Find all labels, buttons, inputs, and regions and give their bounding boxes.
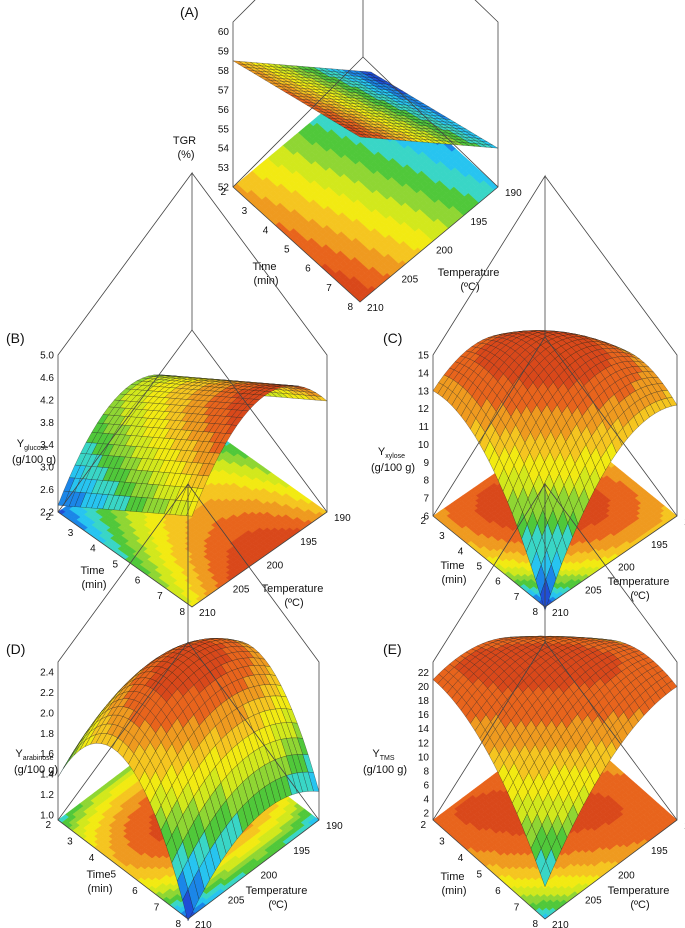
panel-a-y-tick-label: 190	[505, 188, 522, 199]
panel-a-y-axis-label: Temperature (ºC)	[438, 267, 503, 293]
panel-b-y-axis-label-line2: (ºC)	[284, 597, 303, 609]
panel-a-y-tick-label: 200	[436, 246, 453, 257]
panel-b-label: (B)	[6, 330, 25, 346]
panel-a-x-tick-label: 4	[263, 225, 269, 236]
panel-b-z-tick-label: 4.6	[40, 373, 54, 384]
panel-b-x-tick-label: 4	[90, 544, 96, 555]
panel-b-z-axis-label: Yglucose (g/100 g)	[12, 438, 56, 466]
panel-b-z-axis-label-sub: glucose	[24, 445, 48, 452]
panel-b-x-tick-label: 7	[157, 591, 163, 602]
panel-b-z-tick-label: 2.6	[40, 485, 54, 496]
panel-a-x-tick-label: 3	[242, 206, 248, 217]
panel-a-y-axis-label-line1: Temperature	[438, 267, 500, 279]
panel-a-z-axis-label: TGR (%)	[173, 135, 199, 161]
panel-a-y-tick-label: 210	[367, 303, 384, 314]
panel-b-x-tick-label: 2	[45, 512, 51, 523]
panel-a-x-tick-label: 5	[284, 245, 290, 256]
panel-b-z-axis-label-line2: (g/100 g)	[12, 454, 56, 466]
panel-a-z-tick-label: 57	[218, 85, 230, 96]
panel-a-x-tick-label: 2	[220, 187, 226, 198]
panel-b-x-tick-label: 3	[68, 528, 74, 539]
panel-a-z-axis-label-line2: (%)	[177, 149, 194, 161]
panel-b-x-tick-label: 5	[112, 560, 118, 571]
panel-b-y-tick-label: 195	[300, 537, 317, 548]
panel-b-x-tick-label: 6	[135, 575, 141, 586]
panel-a-y-tick-label: 205	[402, 274, 419, 285]
panel-a: 5253545556575859602345678190195200205210…	[173, 0, 522, 314]
panel-b-z-tick-label: 5.0	[40, 351, 54, 362]
panel-b-y-tick-label: 210	[199, 608, 216, 619]
panel-b-x-axis-label: Time (min)	[80, 565, 107, 591]
panel-a-x-tick-label: 6	[305, 264, 311, 275]
panel-b-y-tick-label: 200	[267, 561, 284, 572]
panel-b-z-tick-label: 4.2	[40, 395, 54, 406]
panel-a-y-tick-label: 195	[471, 217, 488, 228]
panel-a-z-tick-label: 56	[218, 105, 230, 116]
panel-b-x-tick-label: 8	[179, 607, 185, 618]
panel-a-x-axis-label: Time (min)	[252, 261, 279, 287]
panel-a-surface	[232, 60, 499, 149]
panel-a-y-axis-label-line2: (ºC)	[460, 281, 479, 293]
panel-a-x-tick-label: 8	[347, 302, 353, 313]
panel-b-y-tick-label: 190	[334, 513, 351, 524]
panel-a-z-tick-label: 60	[218, 27, 230, 38]
panel-b-y-axis-label: Temperature (ºC)	[262, 583, 327, 609]
panel-b-x-axis-label-line2: (min)	[81, 579, 106, 591]
panel-a-z-axis-label-line1: TGR	[173, 135, 196, 147]
panel-b-x-axis-label-line1: Time	[80, 565, 104, 577]
panel-a-z-tick-label: 55	[218, 124, 230, 135]
panel-b-y-axis-label-line1: Temperature	[262, 583, 324, 595]
panel-a-x-tick-label: 7	[326, 283, 332, 294]
panel-b-y-tick-label: 205	[233, 584, 250, 595]
panel-a-z-tick-label: 58	[218, 66, 230, 77]
panel-a-z-tick-label: 59	[218, 47, 230, 58]
panel-a-z-tick-label: 54	[218, 144, 230, 155]
panel-a-z-tick-label: 53	[218, 163, 230, 174]
panel-b-z-tick-label: 3.8	[40, 418, 54, 429]
panel-a-label: (A)	[180, 4, 199, 20]
